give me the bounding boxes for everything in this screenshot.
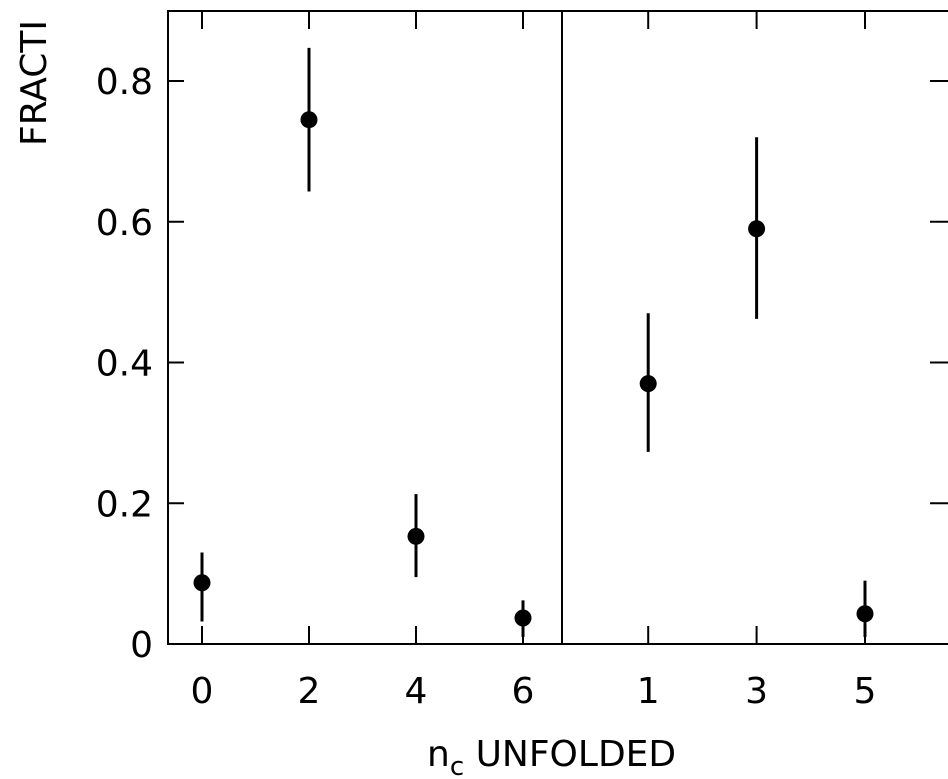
x-tick-label: 4 [405, 671, 428, 712]
x-axis-label-sub: c [450, 752, 464, 779]
plot-frame [167, 10, 948, 645]
x-axis-label-rest: UNFOLDED [464, 734, 676, 775]
y-tick-label: 0.8 [96, 62, 153, 103]
y-axis-label: FRACTI [14, 20, 55, 146]
x-tick-label: 0 [191, 671, 214, 712]
y-tick-label: 0 [130, 625, 153, 666]
x-tick-label: 1 [637, 671, 660, 712]
data-point [193, 574, 211, 592]
x-tick-label: 5 [854, 671, 877, 712]
y-tick-label: 0.2 [96, 484, 153, 525]
x-axis-label-main: n [427, 734, 450, 775]
data-point [856, 605, 874, 623]
data-point [748, 220, 766, 238]
x-axis-label: nc UNFOLDED [427, 734, 676, 779]
data-point [514, 609, 532, 627]
y-tick-label: 0.4 [96, 344, 153, 385]
x-tick-label: 6 [512, 671, 535, 712]
panel-odd: 1 3 5 [637, 11, 877, 712]
data-point [407, 527, 425, 545]
x-tick-label: 2 [298, 671, 321, 712]
panel-even: 0 2 4 6 [191, 11, 535, 712]
x-tick-label: 3 [745, 671, 768, 712]
data-point [300, 111, 318, 129]
y-tick-label: 0.6 [96, 203, 153, 244]
data-point [639, 375, 657, 393]
y-axis: 0 0.2 0.4 0.6 0.8 [96, 62, 948, 666]
